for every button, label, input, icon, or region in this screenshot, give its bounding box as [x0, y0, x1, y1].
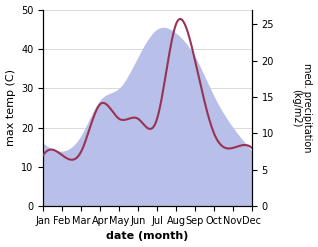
Y-axis label: max temp (C): max temp (C) [5, 69, 16, 146]
X-axis label: date (month): date (month) [107, 231, 189, 242]
Y-axis label: med. precipitation
(kg/m2): med. precipitation (kg/m2) [291, 63, 313, 153]
